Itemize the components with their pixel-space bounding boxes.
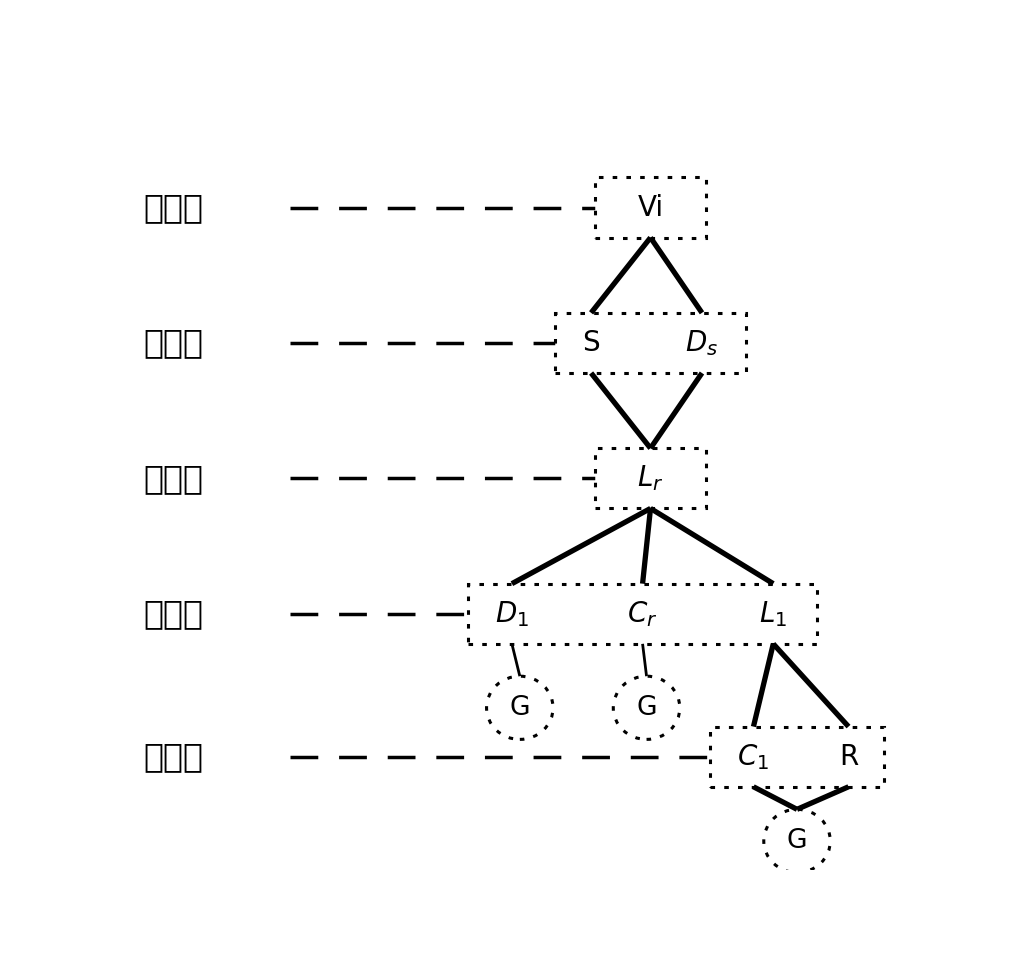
Text: $D_s$: $D_s$ [686, 328, 718, 358]
Text: S: S [583, 329, 600, 357]
Circle shape [613, 676, 680, 740]
Bar [710, 727, 884, 786]
Text: 第四级: 第四级 [143, 597, 203, 630]
Bar [595, 178, 706, 237]
Text: Vi: Vi [638, 193, 663, 222]
Text: G: G [637, 695, 657, 721]
Text: R: R [839, 743, 858, 771]
Text: 第三级: 第三级 [143, 462, 203, 494]
Circle shape [763, 809, 830, 872]
Text: $C_r$: $C_r$ [628, 599, 658, 628]
Bar [595, 448, 706, 508]
Bar [468, 583, 817, 644]
Text: 第五级: 第五级 [143, 741, 203, 773]
Text: $D_1$: $D_1$ [495, 599, 529, 628]
Text: 第二级: 第二级 [143, 326, 203, 360]
Circle shape [486, 676, 553, 740]
Text: $C_1$: $C_1$ [738, 742, 770, 772]
Text: $L_1$: $L_1$ [759, 599, 787, 628]
Text: 第一级: 第一级 [143, 191, 203, 224]
Text: G: G [787, 828, 807, 854]
Text: $L_r$: $L_r$ [638, 463, 663, 493]
Bar [556, 313, 746, 373]
Text: G: G [510, 695, 530, 721]
